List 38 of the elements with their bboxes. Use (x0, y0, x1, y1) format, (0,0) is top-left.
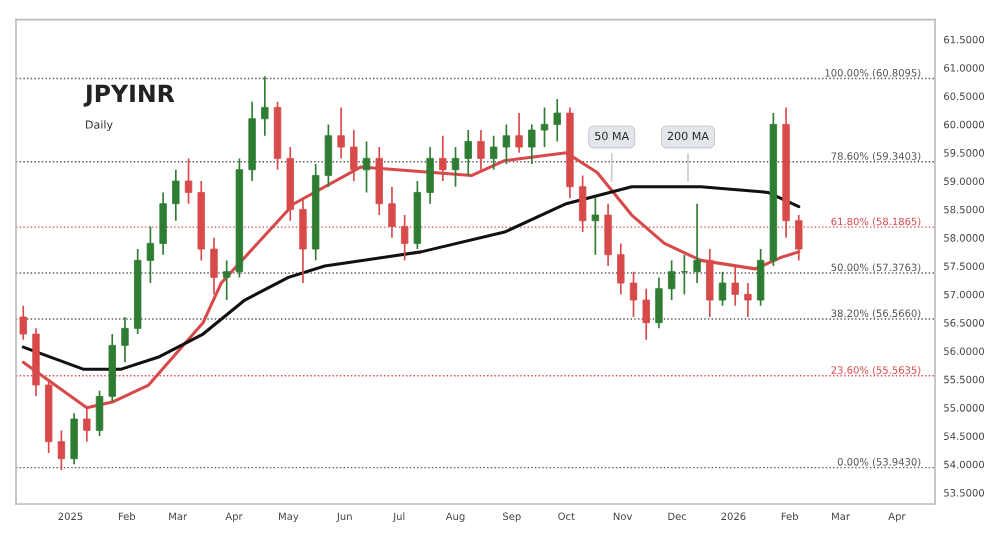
candlestick (362, 140, 371, 194)
candlestick (540, 106, 549, 148)
candlestick (19, 304, 27, 341)
candlestick (591, 197, 600, 256)
candlestick (667, 259, 676, 301)
line-series (21, 185, 801, 371)
candlestick (451, 146, 460, 188)
candlestick (210, 236, 218, 296)
candlestick (617, 242, 625, 296)
candlestick (70, 412, 78, 466)
candlestick (222, 259, 231, 301)
candlestick (718, 270, 727, 307)
candlestick (553, 98, 561, 143)
candlestick (146, 225, 155, 284)
candlestick (464, 129, 472, 177)
candlestick (502, 123, 511, 165)
candlestick (95, 389, 104, 437)
candlestick (489, 134, 498, 171)
text: JPYINR (83, 84, 175, 107)
candlestick (337, 106, 345, 160)
candlestick (324, 123, 333, 188)
candlestick (159, 191, 167, 256)
candlestick (515, 112, 523, 154)
candlestick (642, 287, 650, 341)
candlestick (121, 316, 129, 364)
candlestick (744, 282, 752, 318)
candlestick (184, 157, 193, 205)
candlestick (655, 276, 663, 330)
candlestick (172, 168, 180, 222)
candlestick (756, 248, 765, 307)
candlestick (426, 146, 434, 205)
candlestick (629, 270, 638, 318)
candlestick (57, 429, 66, 471)
candlestick (706, 248, 714, 318)
candlestick (261, 75, 269, 137)
candlestick (693, 202, 701, 284)
candlestick (731, 265, 739, 307)
candlestick (528, 123, 536, 165)
